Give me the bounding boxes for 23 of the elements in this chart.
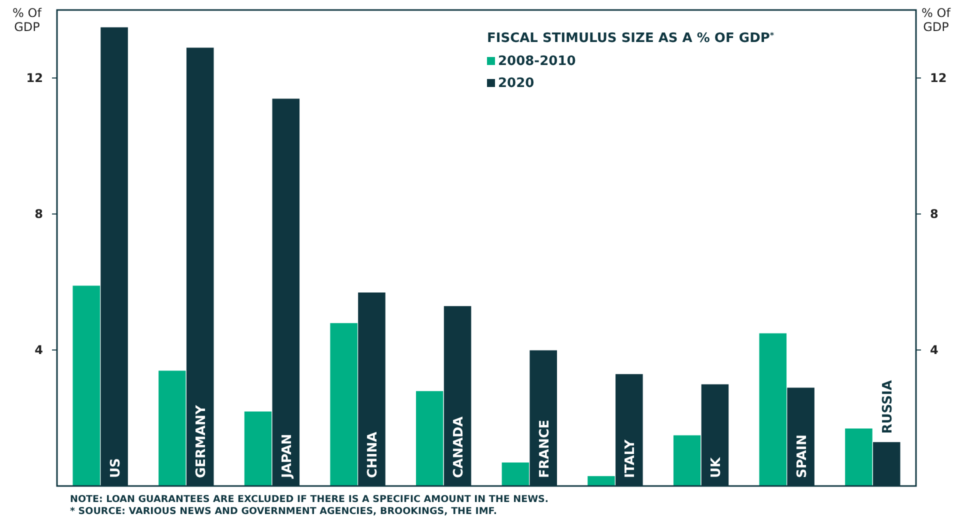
y-tick-label: 8 <box>34 206 43 221</box>
x-tick-label: ITALY <box>623 438 638 478</box>
y2-tick-label: 12 <box>930 70 947 85</box>
text: * SOURCE: VARIOUS NEWS AND GOVERNMENT AGENCIES, BROOKINGS, THE IMF. <box>70 506 497 517</box>
y2-tick-label: 8 <box>930 206 938 221</box>
x-tick-label: RUSSIA <box>880 380 896 434</box>
x-tick-label: UK <box>708 456 724 478</box>
x-tick-label: CHINA <box>366 432 381 478</box>
y2-tick-label: 4 <box>930 342 938 357</box>
legend-title: FISCAL STIMULUS SIZE AS A % OF GDP$^{*}$ <box>487 30 775 46</box>
legend-label: 2008-2010 <box>498 54 576 69</box>
y-tick-label: 4 <box>34 342 43 357</box>
y-tick-label: 12 <box>26 70 43 85</box>
text: NOTE: LOAN GUARANTEES ARE EXCLUDED IF THERE IS A SPECIFIC AMOUNT IN THE NEWS. <box>70 494 548 505</box>
x-tick-label: FRANCE <box>537 420 552 478</box>
x-tick-label: GERMANY <box>194 404 210 478</box>
legend-label: 2020 <box>498 76 534 91</box>
x-tick-label: CANADA <box>452 416 467 478</box>
x-tick-label: JAPAN <box>280 434 295 479</box>
x-tick-label: US <box>108 458 124 478</box>
y-axis-title: % Of GDP <box>12 6 42 34</box>
x-tick-label: SPAIN <box>794 434 810 478</box>
y2-axis-title: % Of GDP <box>922 6 952 34</box>
